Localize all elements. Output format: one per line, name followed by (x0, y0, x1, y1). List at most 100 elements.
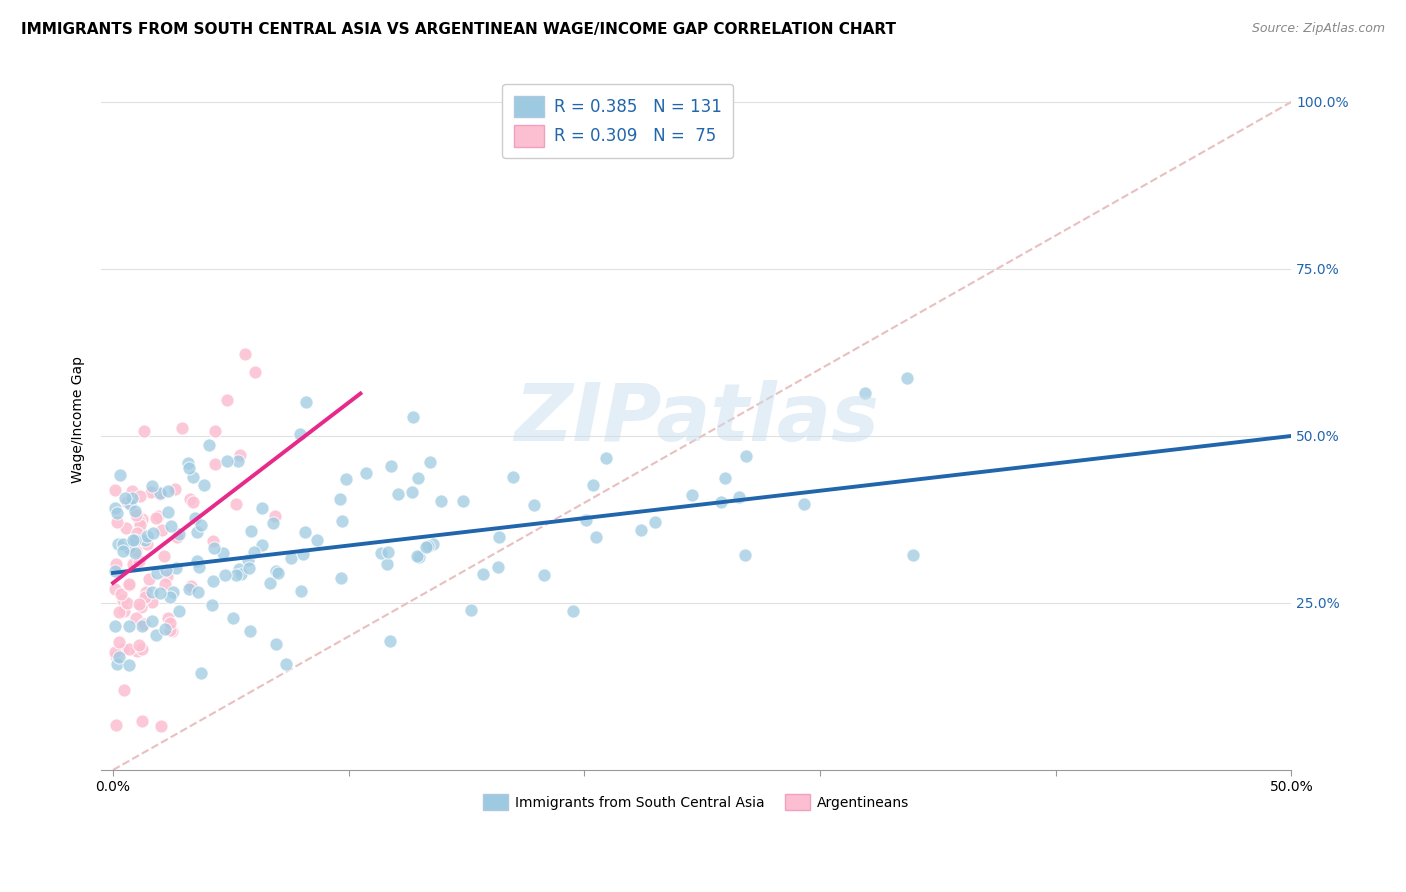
Point (280, 550, 302, 565)
Point (561, 604, 583, 618)
Point (166, 530, 188, 544)
Point (125, 508, 148, 522)
Point (105, 648, 128, 663)
Point (292, 547, 315, 561)
Text: Source: ZipAtlas.com: Source: ZipAtlas.com (1251, 22, 1385, 36)
Point (294, 395, 316, 409)
Point (136, 529, 159, 543)
Point (149, 586, 172, 600)
Point (156, 611, 179, 625)
Point (156, 569, 179, 583)
Y-axis label: Wage/Income Gap: Wage/Income Gap (72, 356, 86, 483)
Point (202, 541, 225, 555)
Point (644, 515, 666, 529)
Point (162, 584, 184, 599)
Point (111, 642, 134, 657)
Point (112, 593, 135, 607)
Point (165, 561, 187, 575)
Point (128, 553, 150, 567)
Point (131, 511, 153, 525)
Point (204, 424, 226, 438)
Point (378, 633, 401, 648)
Point (150, 719, 173, 733)
Point (124, 610, 146, 624)
Point (105, 515, 128, 529)
Point (165, 482, 187, 496)
Point (110, 587, 132, 601)
Point (204, 458, 226, 472)
Point (145, 628, 167, 642)
Point (104, 582, 127, 596)
Point (159, 624, 181, 638)
Point (134, 424, 156, 438)
Point (714, 470, 737, 484)
Point (141, 615, 163, 629)
Point (131, 714, 153, 728)
Point (187, 584, 209, 599)
Point (523, 498, 546, 512)
Point (128, 638, 150, 652)
Point (121, 557, 143, 571)
Point (118, 541, 141, 556)
Point (141, 595, 163, 609)
Point (190, 518, 212, 533)
Point (187, 560, 209, 574)
Point (415, 540, 437, 554)
Point (129, 489, 152, 503)
Point (406, 471, 429, 485)
Point (167, 604, 190, 618)
Point (122, 537, 145, 551)
Point (121, 491, 143, 506)
Point (406, 549, 429, 563)
Point (112, 543, 135, 558)
Point (125, 544, 148, 558)
Point (141, 479, 163, 493)
Point (124, 504, 146, 518)
Point (118, 578, 141, 592)
Point (105, 718, 128, 732)
Point (155, 576, 177, 591)
Point (118, 619, 141, 633)
Point (121, 535, 143, 549)
Point (134, 617, 156, 632)
Point (215, 454, 238, 468)
Point (408, 549, 430, 564)
Point (329, 492, 352, 507)
Point (142, 525, 165, 540)
Point (125, 525, 148, 540)
Point (177, 582, 200, 597)
Point (330, 514, 353, 528)
Point (430, 494, 453, 508)
Point (150, 523, 173, 537)
Point (145, 566, 167, 580)
Point (896, 371, 918, 385)
Point (335, 472, 357, 486)
Point (422, 537, 444, 551)
Point (181, 495, 204, 509)
Point (728, 490, 751, 504)
Point (239, 524, 262, 538)
Point (793, 497, 815, 511)
Point (215, 393, 238, 408)
Point (305, 533, 328, 547)
Point (124, 533, 146, 547)
Point (135, 536, 157, 550)
Point (229, 448, 252, 462)
Point (221, 611, 243, 625)
Point (128, 517, 150, 532)
Point (170, 420, 193, 434)
Point (267, 566, 290, 581)
Point (141, 585, 163, 599)
Point (262, 516, 284, 531)
Point (177, 456, 200, 470)
Point (630, 523, 652, 537)
Point (231, 566, 253, 581)
Point (243, 545, 266, 559)
Point (226, 454, 249, 468)
Point (595, 450, 617, 465)
Point (233, 347, 256, 361)
Point (122, 533, 145, 547)
Point (180, 579, 202, 593)
Point (108, 467, 131, 482)
Point (228, 562, 250, 576)
